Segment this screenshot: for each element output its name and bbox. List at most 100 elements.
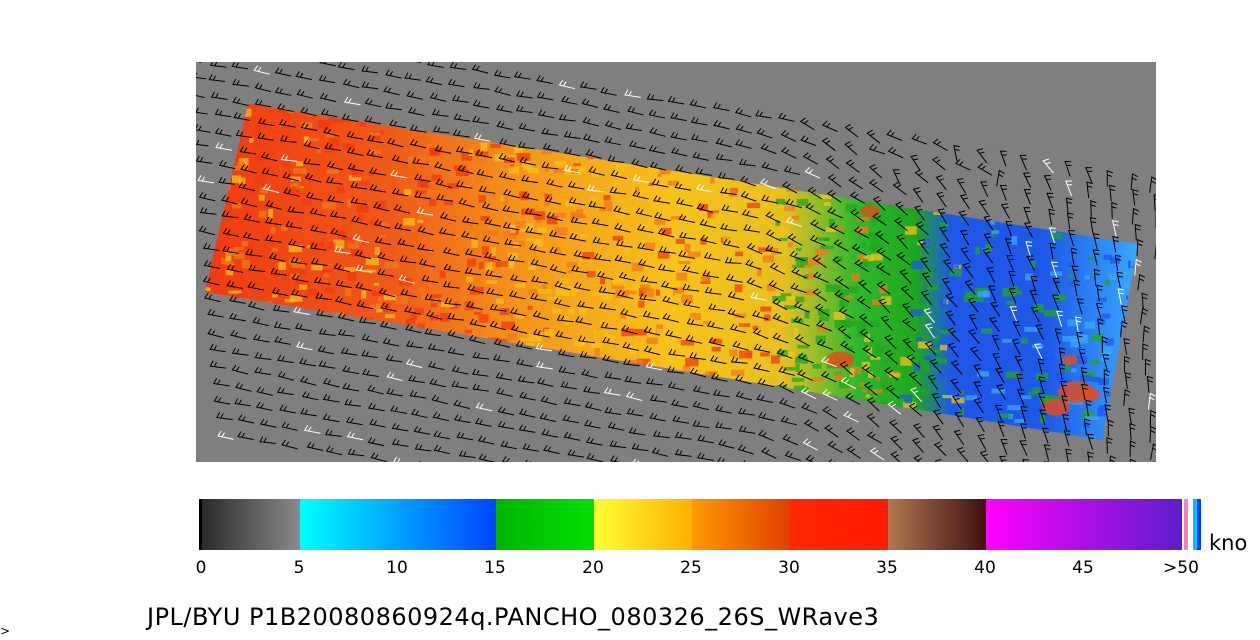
wind-barb [539,412,556,422]
wind-barb [978,199,989,216]
wind-barb [254,98,272,108]
wind-barb [306,441,324,452]
wind-barb [713,389,730,398]
wind-barb [756,393,773,404]
wind-barb [596,270,614,280]
wind-barb [859,328,874,342]
wind-barb [320,108,338,118]
wind-barb [319,92,337,103]
wind-barb [1078,348,1086,365]
wind-barb [604,136,621,146]
wind-barb [256,386,273,396]
wind-barb [735,139,752,149]
wind-barb [931,156,946,171]
wind-barb [355,282,372,292]
wind-barb [920,290,933,306]
wind-barb [546,211,563,222]
wind-barb [953,429,965,446]
wind-barb [1092,249,1100,266]
wind-barb [414,173,431,182]
wind-barb [385,69,402,79]
wind-barb [887,400,901,415]
wind-barb [477,435,495,445]
wind-barb [739,158,756,167]
wind-barb [417,225,434,236]
wind-barb [1023,189,1031,205]
wind-barb [295,71,312,80]
wind-barb [1056,310,1064,327]
wind-barb [793,316,810,327]
wind-barb [283,187,300,197]
wind-barb [252,316,269,327]
wind-barb [868,179,884,193]
wind-barb [277,103,294,113]
wind-barb [921,272,933,288]
wind-barb [643,326,661,336]
colorbar [199,499,1201,550]
wind-barb [204,292,221,303]
wind-barb [695,167,712,176]
wind-barb [537,109,555,119]
wind-barb [341,113,359,123]
wind-barb [667,365,684,374]
wind-barb [502,221,520,231]
wind-barb [290,256,308,265]
wind-barb [1008,270,1016,287]
wind-barb [1006,255,1014,271]
wind-barb [876,247,892,261]
wind-barb [801,402,818,414]
wind-barb [196,155,213,164]
wind-barb [510,324,528,334]
wind-barb [996,169,1005,187]
wind-barb [739,175,756,187]
wind-barb [274,86,292,96]
wind-barb [758,429,774,442]
wind-barb [472,383,489,392]
wind-barb [678,250,696,259]
wind-barb [277,371,295,381]
wind-barb [991,334,1000,351]
wind-barb [305,191,323,201]
wind-barb [240,164,257,174]
wind-barb [674,431,692,440]
wind-barb [518,122,536,132]
wind-barb [293,306,310,316]
wind-barb [822,388,838,401]
wind-barb [816,320,832,332]
wind-barb [254,82,271,93]
wind-barb [281,421,298,431]
wind-barb [753,362,770,373]
wind-barb [914,169,929,184]
wind-barb [536,75,553,85]
wind-barb [825,155,840,170]
wind-barb [472,99,490,109]
wind-barb [525,226,542,235]
wind-barb [343,96,361,106]
wind-barb [530,258,548,268]
wind-barb [472,82,490,90]
wind-barb [517,375,535,384]
wind-barb [912,437,924,453]
wind-barb [708,336,725,347]
wind-barb [780,415,798,426]
wind-barb [406,340,423,349]
wind-barb [772,298,788,311]
wind-barb [598,286,616,295]
wind-barb [853,226,870,239]
wind-barb [632,174,650,183]
wind-barb [1097,318,1104,335]
wind-barb [300,408,317,417]
wind-barb [702,269,720,279]
wind-barb [875,262,891,276]
wind-barb [233,112,251,121]
wind-barb [692,400,709,411]
wind-barb [845,392,861,406]
wind-barb [624,89,641,98]
colorbar-segment [300,499,496,550]
wind-barb [730,356,748,364]
wind-barb [651,178,669,188]
wind-barb [607,155,625,164]
wind-barb [342,382,359,392]
wind-barb [585,436,603,446]
wind-barb [1102,353,1110,371]
